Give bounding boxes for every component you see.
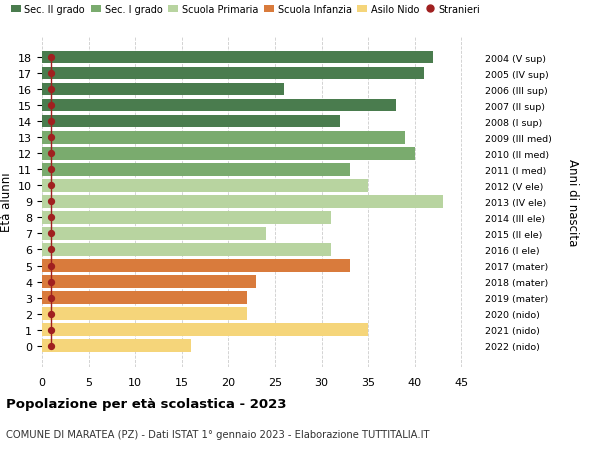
Point	[47, 86, 56, 94]
Bar	[42, 196, 443, 208]
Bar	[42, 84, 284, 96]
Bar	[42, 244, 331, 256]
Text: Popolazione per età scolastica - 2023: Popolazione per età scolastica - 2023	[6, 397, 287, 410]
Point	[47, 230, 56, 238]
Point	[47, 342, 56, 350]
Point	[47, 262, 56, 269]
Bar	[42, 132, 406, 144]
Point	[47, 150, 56, 157]
Bar	[42, 100, 396, 112]
Bar	[42, 308, 247, 320]
Point	[47, 134, 56, 142]
Point	[47, 310, 56, 318]
Y-axis label: Età alunni: Età alunni	[0, 172, 13, 232]
Point	[47, 214, 56, 222]
Point	[47, 182, 56, 190]
Bar	[42, 180, 368, 192]
Point	[47, 102, 56, 110]
Bar	[42, 52, 433, 64]
Point	[47, 54, 56, 62]
Point	[47, 278, 56, 285]
Bar	[42, 340, 191, 352]
Point	[47, 246, 56, 254]
Point	[47, 70, 56, 78]
Legend: Sec. II grado, Sec. I grado, Scuola Primaria, Scuola Infanzia, Asilo Nido, Stran: Sec. II grado, Sec. I grado, Scuola Prim…	[11, 5, 481, 15]
Bar	[42, 148, 415, 160]
Point	[47, 166, 56, 174]
Text: COMUNE DI MARATEA (PZ) - Dati ISTAT 1° gennaio 2023 - Elaborazione TUTTITALIA.IT: COMUNE DI MARATEA (PZ) - Dati ISTAT 1° g…	[6, 429, 430, 439]
Bar	[42, 324, 368, 336]
Point	[47, 198, 56, 206]
Bar	[42, 164, 350, 176]
Bar	[42, 68, 424, 80]
Point	[47, 118, 56, 126]
Bar	[42, 228, 266, 240]
Point	[47, 326, 56, 334]
Bar	[42, 292, 247, 304]
Y-axis label: Anni di nascita: Anni di nascita	[566, 158, 578, 246]
Point	[47, 294, 56, 302]
Bar	[42, 276, 256, 288]
Bar	[42, 212, 331, 224]
Bar	[42, 260, 350, 272]
Bar	[42, 116, 340, 128]
